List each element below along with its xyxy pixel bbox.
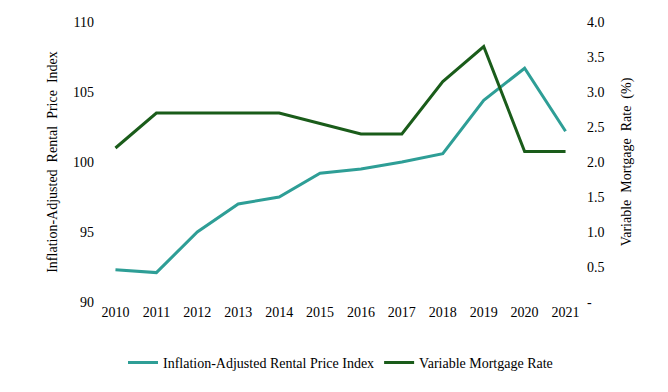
- svg-text:1.0: 1.0: [587, 225, 605, 240]
- svg-text:2017: 2017: [388, 305, 416, 320]
- svg-text:2020: 2020: [511, 305, 539, 320]
- svg-text:100: 100: [73, 155, 94, 170]
- svg-text:Variable Mortgage Rate (%): Variable Mortgage Rate (%): [619, 77, 635, 246]
- svg-text:110: 110: [74, 15, 94, 30]
- svg-text:2012: 2012: [183, 305, 211, 320]
- svg-text:0.5: 0.5: [587, 260, 605, 275]
- svg-text:2015: 2015: [306, 305, 334, 320]
- svg-text:2.0: 2.0: [587, 155, 605, 170]
- svg-text:2016: 2016: [347, 305, 375, 320]
- svg-text:Variable Mortgage Rate: Variable Mortgage Rate: [419, 356, 553, 371]
- svg-text:2018: 2018: [429, 305, 457, 320]
- svg-text:105: 105: [73, 85, 94, 100]
- svg-text:2021: 2021: [552, 305, 580, 320]
- svg-text:2.5: 2.5: [587, 120, 605, 135]
- svg-text:2011: 2011: [143, 305, 170, 320]
- svg-text:Inflation-Adjusted Rental Pr: Inflation-Adjusted Rental Price Index: [45, 51, 60, 273]
- svg-text:4.0: 4.0: [587, 15, 605, 30]
- svg-text:Inflation-Adjusted Rental Pric: Inflation-Adjusted Rental Price Index: [163, 356, 374, 371]
- svg-text:2010: 2010: [101, 305, 129, 320]
- svg-text:2019: 2019: [470, 305, 498, 320]
- svg-text:-: -: [587, 295, 592, 310]
- svg-text:95: 95: [80, 225, 94, 240]
- svg-text:1.5: 1.5: [587, 190, 605, 205]
- svg-text:3.5: 3.5: [587, 50, 605, 65]
- svg-text:2014: 2014: [265, 305, 293, 320]
- svg-text:3.0: 3.0: [587, 85, 605, 100]
- svg-text:2013: 2013: [224, 305, 252, 320]
- svg-text:90: 90: [80, 295, 94, 310]
